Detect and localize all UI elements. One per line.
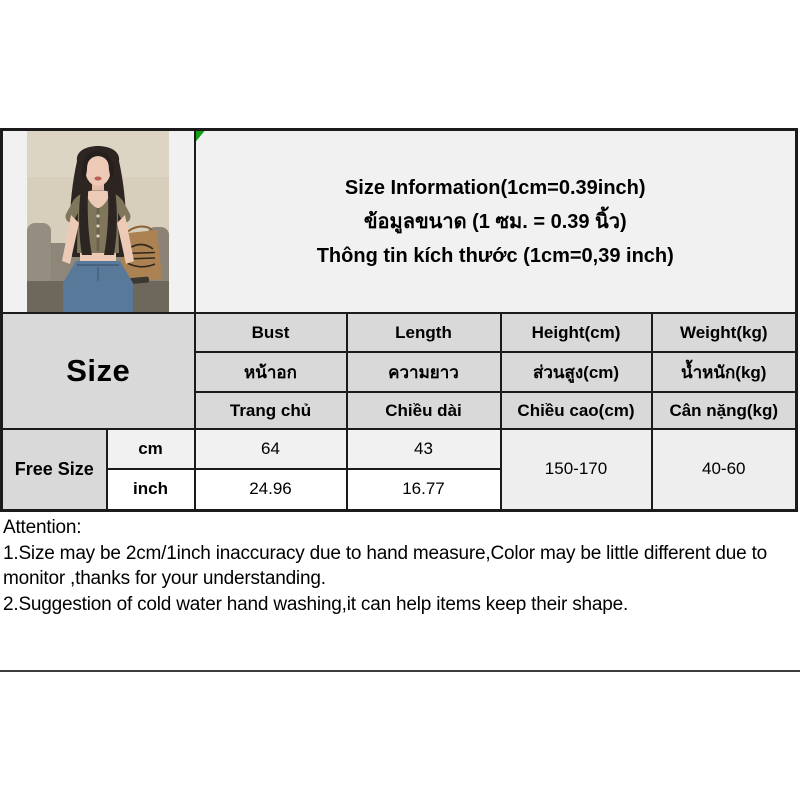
model-jeans [63, 261, 134, 312]
model-photo [27, 131, 170, 312]
col-header-weight-vi: Cân nặng(kg) [650, 391, 798, 430]
table-row-inch-values: inch 24.96 16.77 [2, 468, 797, 511]
model-face [85, 156, 111, 186]
title-cell: Size Information(1cm=0.39inch) ข้อมูลขนา… [193, 128, 798, 314]
product-photo-cell [0, 128, 196, 314]
cell-note-marker-icon [196, 131, 205, 142]
bust-inch-value: 24.96 [193, 468, 348, 511]
col-header-bust-en: Bust [193, 312, 348, 353]
weight-range-value: 40-60 [650, 428, 798, 511]
unit-cm-cell: cm [105, 428, 196, 470]
unit-inch-cell: inch [105, 468, 196, 511]
title-line-th: ข้อมูลขนาด (1 ซม. = 0.39 นิ้ว) [363, 210, 627, 233]
col-header-length-th: ความยาว [345, 351, 502, 393]
col-header-bust-th: หน้าอก [193, 351, 348, 393]
attention-item-1: 1.Size may be 2cm/1inch inaccuracy due t… [3, 542, 768, 590]
title-line-en: Size Information(1cm=0.39inch) [344, 176, 646, 199]
table-row-cm-values: Free Size cm 64 43 150-170 40-60 [0, 428, 798, 511]
size-name-cell: Free Size [0, 428, 108, 511]
length-cm-value: 43 [345, 428, 502, 470]
height-range-value: 150-170 [499, 428, 653, 511]
col-header-length-en: Length [345, 312, 502, 353]
attention-heading: Attention: [3, 517, 82, 538]
length-inch-value: 16.77 [345, 468, 502, 511]
divider-line [0, 670, 800, 672]
col-header-weight-th: น้ำหนัก(kg) [650, 351, 798, 393]
col-header-bust-vi: Trang chủ [193, 391, 348, 430]
title-line-vi: Thông tin kích thước (1cm=0,39 inch) [316, 244, 674, 267]
table-row-headers-th: หน้าอก ความยาว ส่วนสูง(cm) น้ำหนัก(kg) [2, 351, 798, 393]
attention-item-2: 2.Suggestion of cold water hand washing,… [3, 593, 629, 615]
attention-notes: Attention: 1.Size may be 2cm/1inch inacc… [3, 515, 798, 617]
col-header-height-vi: Chiều cao(cm) [499, 391, 653, 430]
table-row-headers-vi: Trang chủ Chiều dài Chiều cao(cm) Cân nặ… [2, 391, 798, 430]
table-row-photo-title: Size Information(1cm=0.39inch) ข้อมูลขนา… [0, 128, 798, 314]
size-header-cell: Size [0, 312, 196, 430]
size-table: Size Information(1cm=0.39inch) ข้อมูลขนา… [0, 128, 798, 512]
col-header-weight-en: Weight(kg) [650, 312, 798, 353]
table-row-headers-en: Size Bust Length Height(cm) Weight(kg) [0, 312, 798, 430]
col-header-height-th: ส่วนสูง(cm) [499, 351, 653, 393]
col-header-height-en: Height(cm) [499, 312, 653, 353]
col-header-length-vi: Chiều dài [345, 391, 502, 430]
bust-cm-value: 64 [193, 428, 348, 470]
